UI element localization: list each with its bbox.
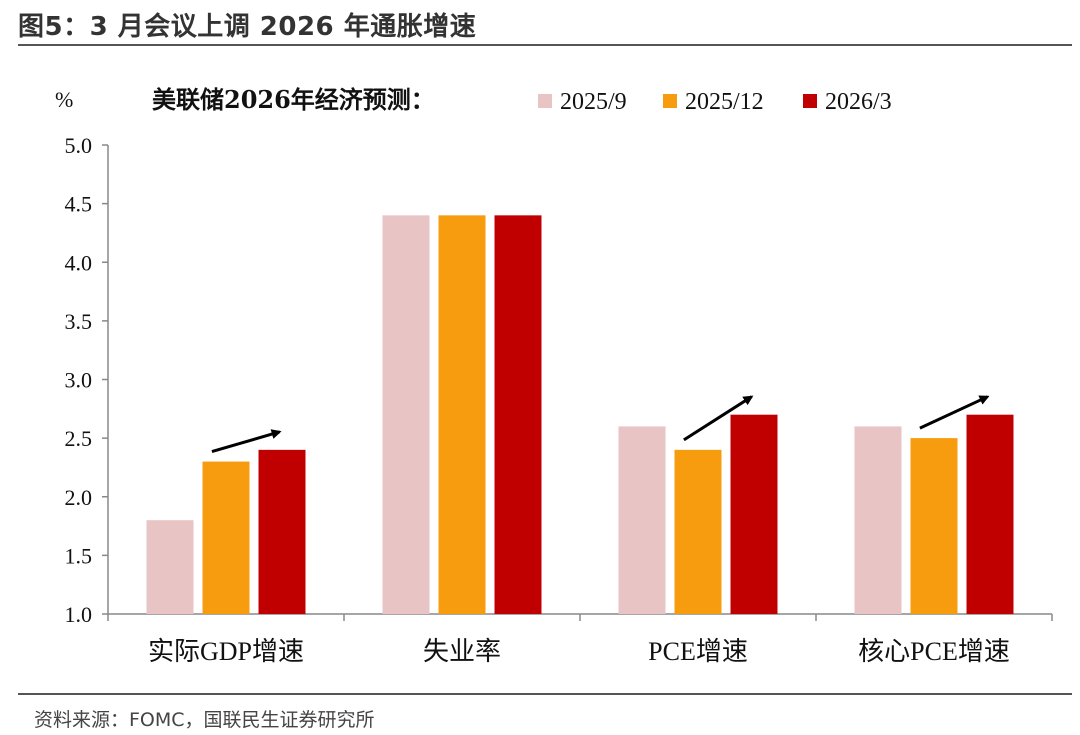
- x-category-label: PCE增速: [648, 637, 748, 666]
- legend-swatch: [803, 94, 817, 108]
- bar-2026-3-cat3: [966, 414, 1014, 614]
- bar-2025-12-cat0: [202, 461, 250, 614]
- bars: [146, 215, 1014, 614]
- x-axis: 实际GDP增速 失业率 PCE增速 核心PCE增速: [107, 613, 1053, 666]
- y-tick-label: 5.0: [65, 133, 93, 158]
- legend-label: 2025/12: [685, 89, 764, 115]
- bar-2025-12-cat2: [674, 449, 722, 614]
- x-category-label: 核心PCE增速: [858, 637, 1010, 666]
- y-tick-label: 4.5: [65, 192, 93, 217]
- y-axis: 1.0 1.5 2.0 2.5 3.0 3.5 4.0 4.5 5.0: [65, 133, 109, 627]
- figure-title: 图5：3 月会议上调 2026 年通胀增速: [18, 12, 477, 42]
- y-tick-label: 2.0: [65, 485, 93, 510]
- bar-2026-3-cat2: [730, 414, 778, 614]
- legend-label: 2026/3: [825, 89, 892, 115]
- bar-2025-9-cat1: [382, 215, 430, 614]
- annotation-arrows: [211, 395, 990, 454]
- legend-label: 2025/9: [560, 89, 627, 115]
- y-tick-label: 3.5: [65, 309, 93, 334]
- bottom-rule: [18, 693, 1072, 695]
- bar-2025-9-cat2: [618, 426, 666, 614]
- y-tick-label: 1.5: [65, 543, 93, 568]
- legend-swatch: [663, 94, 677, 108]
- bar-2026-3-cat1: [494, 215, 542, 614]
- chart-subtitle: 美联储2026年经济预测：: [152, 85, 435, 114]
- bar-2025-12-cat1: [438, 215, 486, 614]
- source-note: 资料来源：FOMC，国联民生证券研究所: [34, 709, 375, 731]
- x-category-label: 实际GDP增速: [148, 637, 304, 666]
- x-category-label: 失业率: [423, 637, 501, 666]
- upward-arrow: [683, 395, 754, 442]
- bar-2026-3-cat0: [258, 449, 306, 614]
- y-tick-label: 2.5: [65, 426, 93, 451]
- y-tick-label: 4.0: [65, 250, 93, 275]
- y-tick-label: 3.0: [65, 368, 93, 393]
- bar-2025-9-cat0: [146, 520, 194, 614]
- upward-arrow: [919, 395, 990, 430]
- bar-2025-9-cat3: [854, 426, 902, 614]
- upward-arrow: [211, 429, 282, 454]
- bar-2025-12-cat3: [910, 438, 958, 614]
- top-rule: [18, 44, 1072, 46]
- y-tick-label: 1.0: [65, 602, 93, 627]
- legend: 2025/9 2025/12 2026/3: [538, 89, 892, 115]
- legend-swatch: [538, 94, 552, 108]
- y-axis-unit: %: [55, 87, 73, 112]
